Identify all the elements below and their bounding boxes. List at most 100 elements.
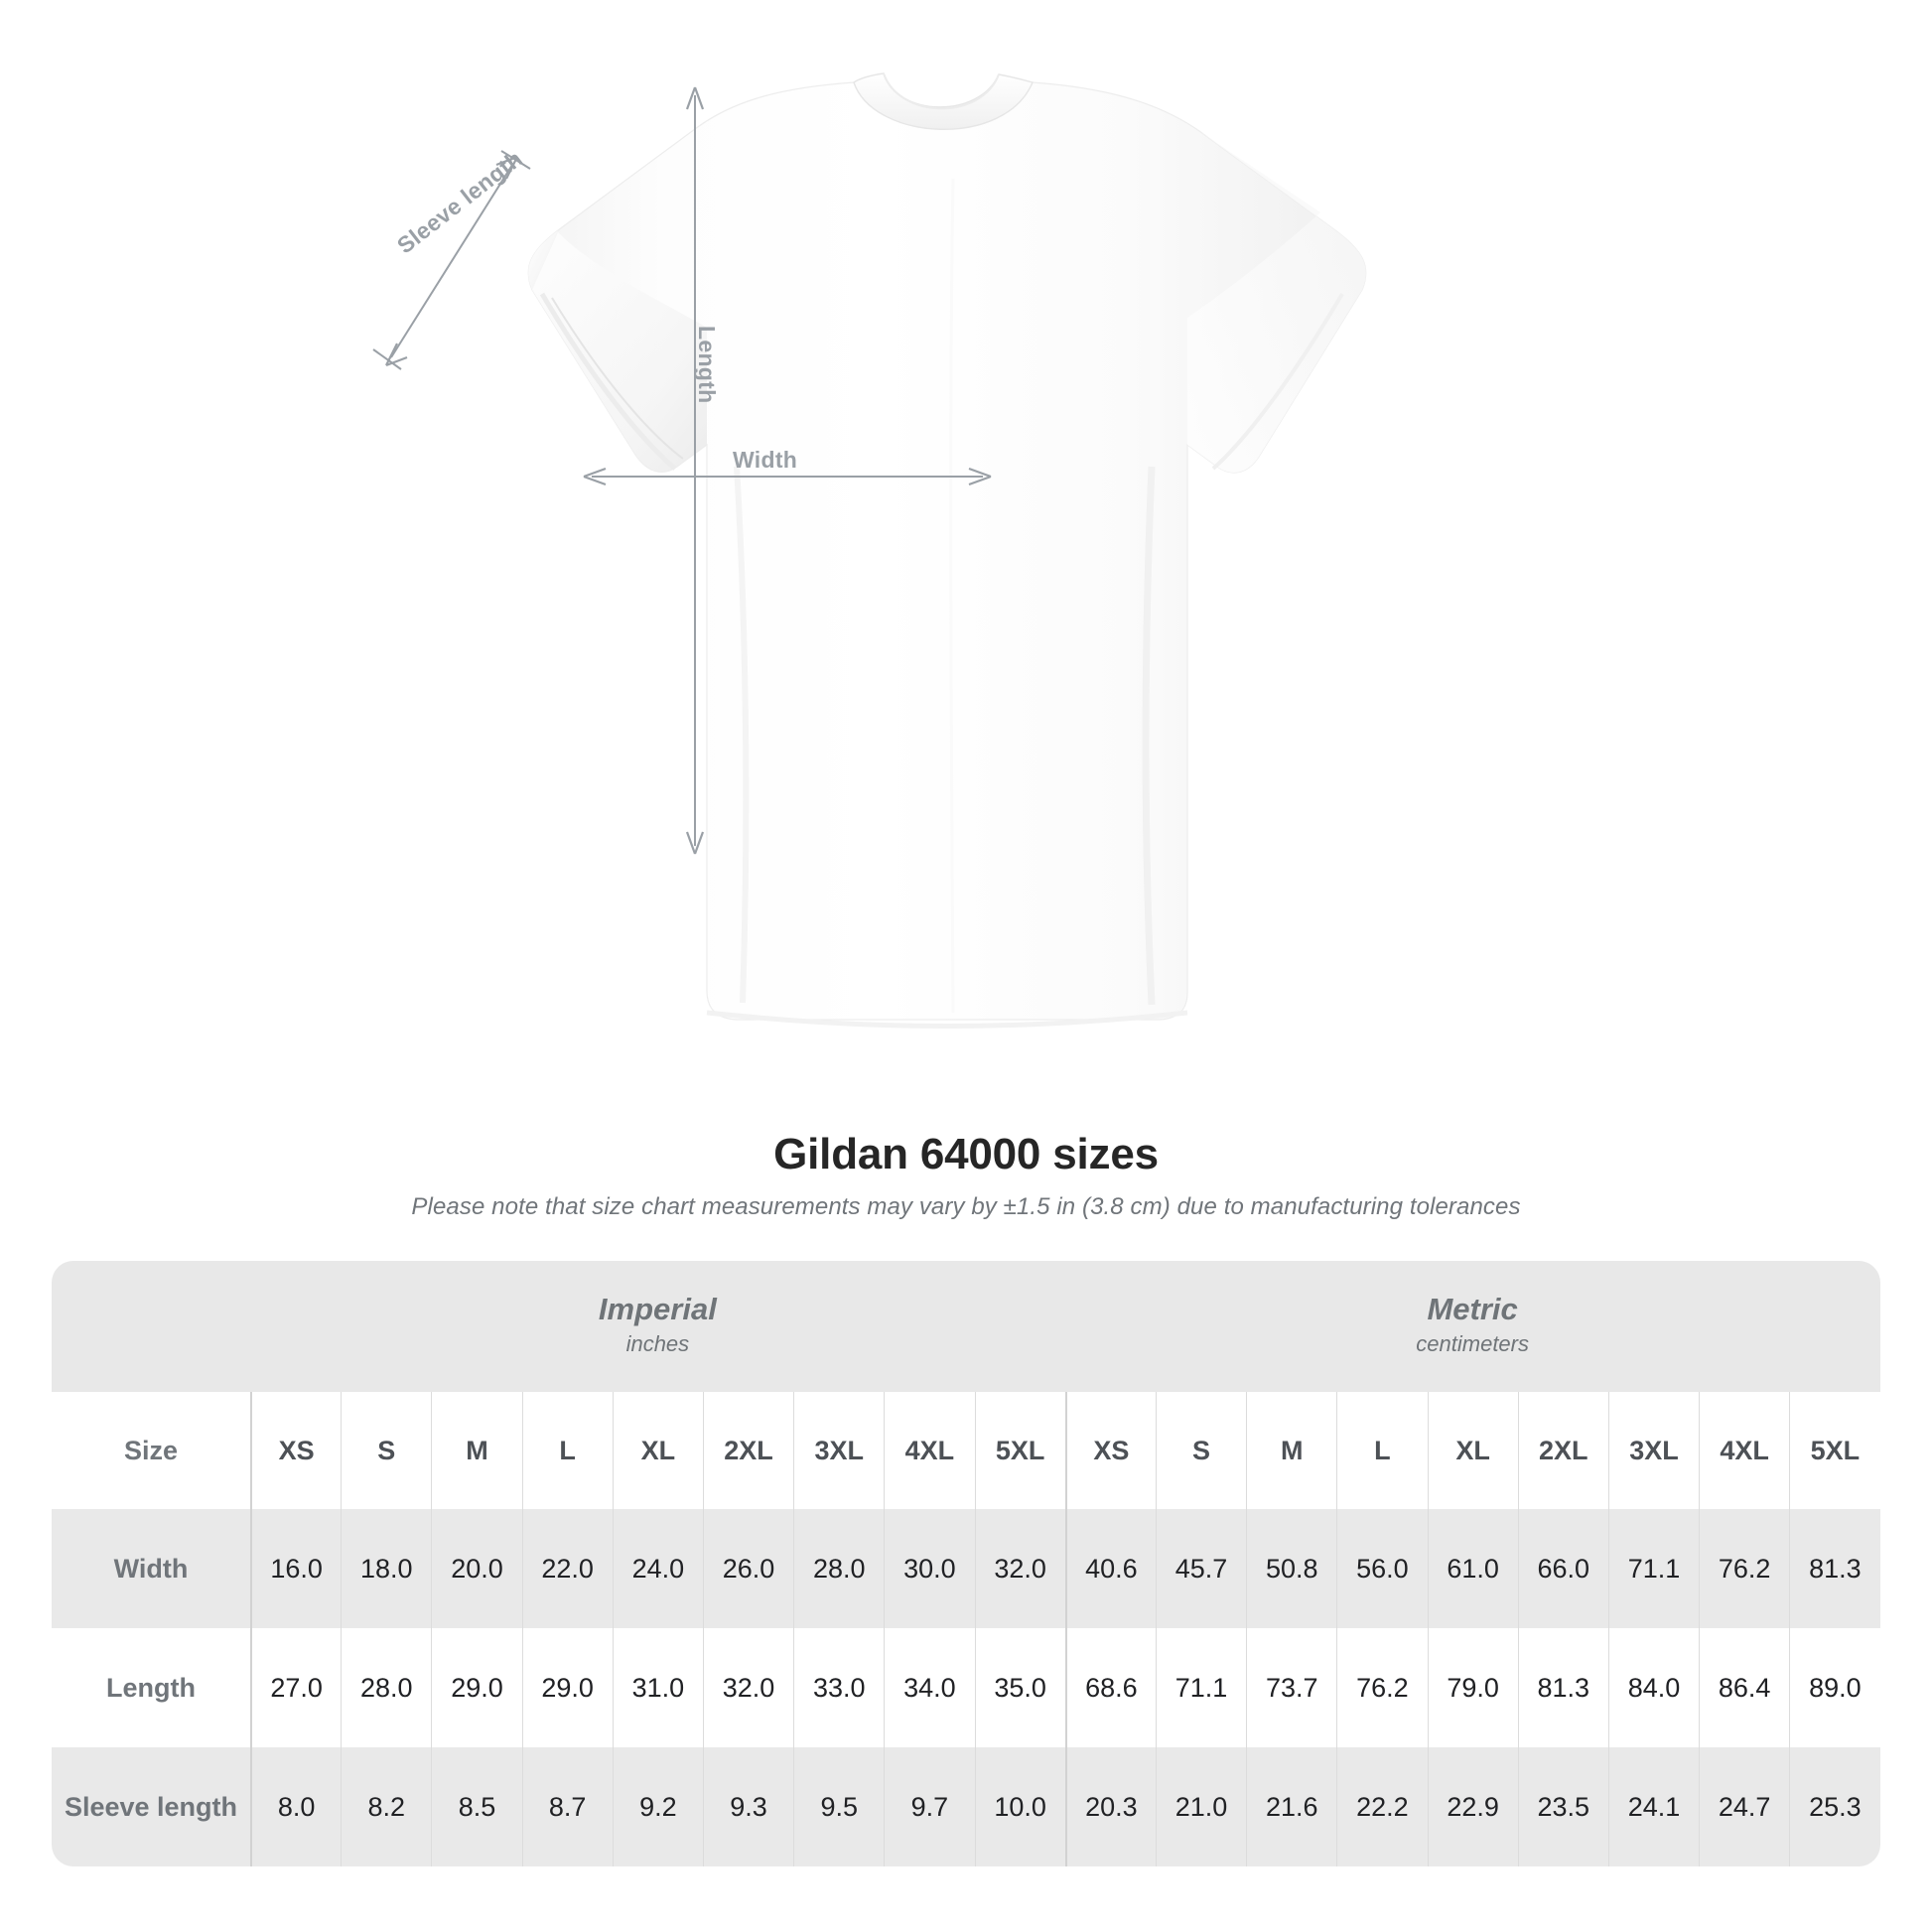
size-header-cell-imperial-5xl: 5XL [974,1392,1065,1509]
width-arrow [583,467,992,486]
row-label-width: Width [52,1509,250,1628]
cell-sleeve-length-imperial-5xl: 10.0 [974,1747,1065,1866]
cell-sleeve-length-imperial-xs: 8.0 [250,1747,342,1866]
unit-subtitle: inches [625,1330,690,1356]
cell-length-imperial-xl: 31.0 [612,1628,703,1747]
cell-sleeve-length-imperial-3xl: 9.5 [793,1747,885,1866]
size-header-cell-imperial-xs: XS [250,1392,342,1509]
cell-width-imperial-4xl: 30.0 [884,1509,975,1628]
size-header-label: Size [52,1392,250,1509]
cell-width-metric-4xl: 76.2 [1699,1509,1790,1628]
size-table-body: Imperial inches Metric centimeters Size XS S M L… [52,1261,1932,1866]
cell-width-imperial-l: 22.0 [521,1509,613,1628]
cell-length-imperial-5xl: 35.0 [974,1628,1065,1747]
length-arrow [685,86,705,855]
tshirt-illustration [372,72,1367,1029]
unit-header-metric: Metric centimeters [1064,1261,1880,1392]
cell-sleeve-length-metric-m: 21.6 [1246,1747,1337,1866]
unit-header-imperial: Imperial inches [250,1261,1065,1392]
cell-sleeve-length-metric-4xl: 24.7 [1699,1747,1790,1866]
cell-length-imperial-4xl: 34.0 [884,1628,975,1747]
size-header-cell-imperial-xl: XL [612,1392,703,1509]
size-header-cell-metric-xs: XS [1064,1392,1156,1509]
cell-width-metric-xl: 61.0 [1427,1509,1518,1628]
size-header-cell-metric-3xl: 3XL [1607,1392,1700,1509]
cell-width-imperial-m: 20.0 [431,1509,522,1628]
cell-sleeve-length-imperial-s: 8.2 [341,1747,432,1866]
cell-width-metric-xs: 40.6 [1064,1509,1156,1628]
cell-length-metric-2xl: 81.3 [1517,1628,1608,1747]
cell-sleeve-length-metric-s: 21.0 [1155,1747,1247,1866]
cell-sleeve-length-metric-3xl: 24.1 [1607,1747,1700,1866]
cell-sleeve-length-imperial-l: 8.7 [521,1747,613,1866]
size-chart-table: Imperial inches Metric centimeters Size XS S M L… [52,1261,1932,1866]
cell-width-imperial-xl: 24.0 [612,1509,703,1628]
page-title: Gildan 64000 sizes [773,1130,1159,1178]
cell-sleeve-length-metric-xs: 20.3 [1064,1747,1156,1866]
size-header-cell-imperial-3xl: 3XL [793,1392,885,1509]
size-header-cell-imperial-l: L [521,1392,613,1509]
cell-sleeve-length-imperial-4xl: 9.7 [884,1747,975,1866]
row-label-sleeve-length: Sleeve length [52,1747,250,1866]
cell-length-metric-l: 76.2 [1336,1628,1428,1747]
cell-width-imperial-2xl: 26.0 [702,1509,794,1628]
table-row: Sleeve length 8.0 8.2 8.5 8.7 9.2 9.3 9.5 9.7 10.… [52,1747,1932,1866]
cell-width-metric-5xl: 81.3 [1789,1509,1880,1628]
cell-length-imperial-s: 28.0 [341,1628,432,1747]
unit-header-row: Imperial inches Metric centimeters [52,1261,1932,1392]
cell-width-metric-3xl: 71.1 [1607,1509,1700,1628]
cell-width-imperial-xs: 16.0 [250,1509,342,1628]
cell-sleeve-length-metric-xl: 22.9 [1427,1747,1518,1866]
size-header-cell-metric-5xl: 5XL [1789,1392,1880,1509]
size-header-cell-imperial-s: S [341,1392,432,1509]
size-header-cell-metric-2xl: 2XL [1517,1392,1608,1509]
tolerance-note: Please note that size chart measurements… [411,1193,1521,1220]
cell-sleeve-length-imperial-xl: 9.2 [612,1747,703,1866]
cell-width-imperial-s: 18.0 [341,1509,432,1628]
cell-sleeve-length-metric-5xl: 25.3 [1789,1747,1880,1866]
cell-length-metric-s: 71.1 [1155,1628,1247,1747]
cell-width-metric-2xl: 66.0 [1517,1509,1608,1628]
table-row: Width 16.0 18.0 20.0 22.0 24.0 26.0 28.0 30.0 32.… [52,1509,1932,1628]
unit-header-spacer [52,1261,250,1392]
table-row: Length 27.0 28.0 29.0 29.0 31.0 32.0 33.0 34.0 35… [52,1628,1932,1747]
cell-width-metric-s: 45.7 [1155,1509,1247,1628]
size-header-cell-metric-4xl: 4XL [1699,1392,1790,1509]
cell-length-metric-4xl: 86.4 [1699,1628,1790,1747]
cell-length-imperial-xs: 27.0 [250,1628,342,1747]
cell-length-metric-m: 73.7 [1246,1628,1337,1747]
row-label-length: Length [52,1628,250,1747]
size-table-wrapper: Imperial inches Metric centimeters Size XS S M L… [52,1261,1880,1866]
cell-width-metric-l: 56.0 [1336,1509,1428,1628]
unit-subtitle: centimeters [1416,1330,1529,1356]
cell-length-metric-5xl: 89.0 [1789,1628,1880,1747]
size-header-cell-imperial-4xl: 4XL [884,1392,975,1509]
unit-name: Imperial [598,1292,717,1327]
sleeve-length-arrow [372,150,531,370]
size-header-cell-imperial-2xl: 2XL [702,1392,794,1509]
cell-width-metric-m: 50.8 [1246,1509,1337,1628]
size-header-cell-metric-s: S [1155,1392,1247,1509]
cell-sleeve-length-metric-2xl: 23.5 [1517,1747,1608,1866]
shirt-body [527,72,1367,1029]
cell-length-imperial-l: 29.0 [521,1628,613,1747]
unit-name: Metric [1427,1292,1518,1327]
cell-length-metric-3xl: 84.0 [1607,1628,1700,1747]
cell-length-imperial-2xl: 32.0 [702,1628,794,1747]
cell-sleeve-length-imperial-m: 8.5 [431,1747,522,1866]
measurement-guides [372,86,992,855]
cell-length-imperial-3xl: 33.0 [793,1628,885,1747]
width-label: Width [733,447,798,473]
length-label: Length [694,326,720,404]
size-header-cell-metric-m: M [1246,1392,1337,1509]
cell-length-metric-xs: 68.6 [1064,1628,1156,1747]
cell-width-imperial-3xl: 28.0 [793,1509,885,1628]
cell-sleeve-length-imperial-2xl: 9.3 [702,1747,794,1866]
size-header-cell-metric-xl: XL [1427,1392,1518,1509]
cell-length-metric-xl: 79.0 [1427,1628,1518,1747]
size-header-row: Size XS S M L XL 2XL 3XL 4XL 5XL XS S M L XL 2XL 3XL 4XL 5… [52,1392,1932,1509]
size-header-cell-metric-l: L [1336,1392,1428,1509]
tshirt-diagram: Sleeve length Length Width [372,72,1367,1029]
cell-width-imperial-5xl: 32.0 [974,1509,1065,1628]
